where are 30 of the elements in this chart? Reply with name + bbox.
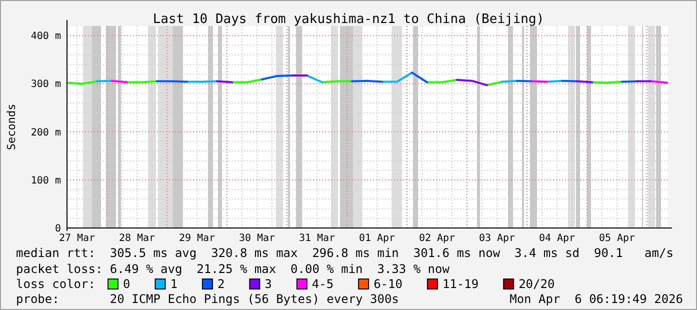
legend-label: 11-19 — [442, 277, 479, 291]
y-tick-label: 300 m — [30, 79, 61, 90]
legend-label: 20/20 — [518, 277, 555, 291]
y-tick-label: 0 — [54, 224, 61, 234]
y-tick-label: 200 m — [30, 127, 61, 138]
x-tick-label: 03 Apr — [478, 233, 516, 244]
legend-title: loss color: — [16, 277, 96, 291]
legend-label: 4-5 — [312, 277, 334, 291]
chart-title: Last 10 Days from yakushima-nz1 to China (Beijing) — [152, 12, 544, 27]
legend-label: 0 — [123, 277, 130, 291]
x-tick-label: 28 Mar — [118, 233, 156, 244]
y-tick-label: 100 m — [30, 175, 61, 186]
x-tick-label: 05 Apr — [598, 233, 636, 244]
x-tick-label: 31 Mar — [298, 233, 336, 244]
x-tick-label: 01 Apr — [358, 233, 396, 244]
x-tick-label: 29 Mar — [178, 233, 216, 244]
legend-label: 6-10 — [374, 277, 402, 291]
text: probe: 20 ICMP Echo Pings (56 Bytes) every 300s — [16, 292, 399, 306]
legend-label: 2 — [217, 277, 225, 291]
x-tick-label: 02 Apr — [418, 233, 456, 244]
text: Mon Apr 6 06:19:49 2026 — [510, 292, 683, 306]
x-tick-label: 04 Apr — [538, 233, 576, 244]
text: packet loss: 6.49 % avg 21.25 % max 0.00 % min 3.33 % now — [16, 262, 450, 276]
x-tick-label: 27 Mar — [58, 233, 96, 244]
legend-label: 3 — [264, 277, 272, 291]
y-tick-label: 400 m — [30, 31, 61, 42]
y-axis-title: Seconds — [5, 104, 18, 150]
legend-label: 1 — [170, 277, 178, 291]
x-tick-label: 30 Mar — [238, 233, 276, 244]
text: median rtt: 305.5 ms avg 320.8 ms max 296.8 ms min 301.6 ms now 3.4 ms sd 90.1 am/s — [16, 246, 674, 260]
